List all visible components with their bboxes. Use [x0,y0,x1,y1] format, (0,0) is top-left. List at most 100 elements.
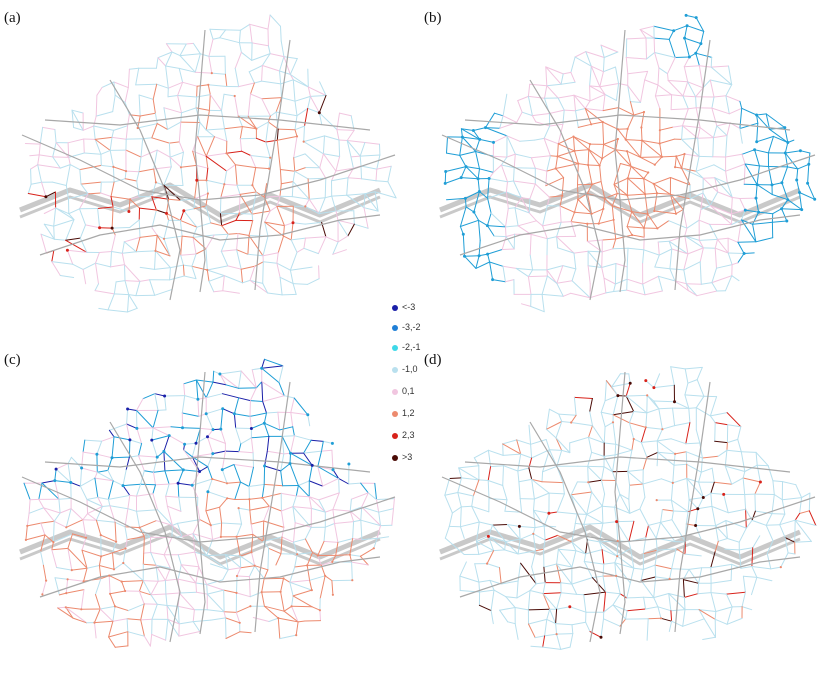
road-segment [562,265,577,270]
road-segment [668,620,673,632]
arterial-road [109,79,181,301]
road-segment [223,611,237,613]
road-segment [520,453,533,459]
road-segment [713,95,727,98]
road-segment [615,263,628,268]
road-segment [236,592,251,598]
road-segment [728,107,743,115]
road-segment [528,467,533,480]
road-segment [168,435,186,445]
road-segment [714,177,733,198]
road-segment [125,149,142,158]
road-segment [714,247,729,254]
road-segment [548,195,563,198]
road-segment [331,580,334,596]
road-segment [249,279,264,284]
road-segment [225,554,229,571]
road-segment [738,549,742,569]
road-segment [794,519,817,526]
road-segment [169,156,172,168]
road-segment [289,579,311,583]
road-segment [290,452,313,466]
road-node [459,176,463,180]
road-segment [561,449,571,454]
road-segment [542,221,562,227]
road-segment [487,178,490,199]
road-segment [353,519,362,523]
road-segment [110,196,114,208]
road-segment [291,605,299,623]
road-segment [737,426,742,440]
road-segment [240,268,243,284]
road-segment [626,226,645,229]
road-segment [653,597,659,608]
road-segment [462,233,465,257]
road-segment [490,212,506,228]
road-node [783,126,787,130]
road-segment [725,520,747,529]
road-segment [192,621,201,632]
road-node [573,211,576,214]
road-segment [571,624,574,635]
road-segment [138,443,143,457]
road-segment [361,492,369,508]
road-segment [585,51,605,58]
road-segment [709,415,716,424]
road-segment [612,604,627,620]
road-segment [492,524,508,526]
road-segment [219,37,240,44]
road-segment [126,408,129,425]
road-segment [647,617,662,620]
road-segment [280,79,294,85]
road-segment [261,578,265,593]
road-node [658,142,661,145]
road-segment [514,153,532,159]
road-segment [155,57,159,69]
road-segment [781,166,788,184]
road-segment [195,164,209,169]
road-segment [177,482,180,498]
road-node [190,483,194,487]
road-segment [478,604,492,612]
road-segment [686,25,705,32]
road-segment [127,631,145,637]
road-segment [640,111,645,128]
road-node [547,511,551,515]
road-segment [557,143,575,152]
road-segment [577,123,592,128]
road-segment [346,140,352,158]
road-segment [487,535,506,551]
road-segment [458,465,480,469]
road-segment [697,582,700,595]
road-segment [557,155,579,165]
road-node [100,555,103,558]
road-segment [163,238,171,257]
road-segment [479,168,494,173]
road-segment [199,466,209,472]
road-segment [177,605,195,611]
road-segment [739,100,743,109]
road-node [198,470,202,473]
road-segment [752,535,761,549]
road-segment [799,497,803,514]
road-node [45,579,48,582]
road-segment [225,384,239,389]
road-segment [668,593,686,611]
road-segment [684,235,689,255]
road-segment [95,262,112,268]
road-segment [279,56,285,72]
road-segment [178,141,184,153]
road-segment [261,97,282,100]
road-segment [601,549,618,557]
road-segment [629,101,641,103]
road-segment [654,266,671,270]
road-segment [376,499,380,513]
road-segment [713,481,733,485]
road-segment [755,184,758,199]
road-segment [164,580,167,595]
road-node [182,209,186,213]
road-segment [227,265,242,270]
road-segment [505,596,516,608]
road-segment [195,566,200,584]
road-segment [292,595,313,608]
